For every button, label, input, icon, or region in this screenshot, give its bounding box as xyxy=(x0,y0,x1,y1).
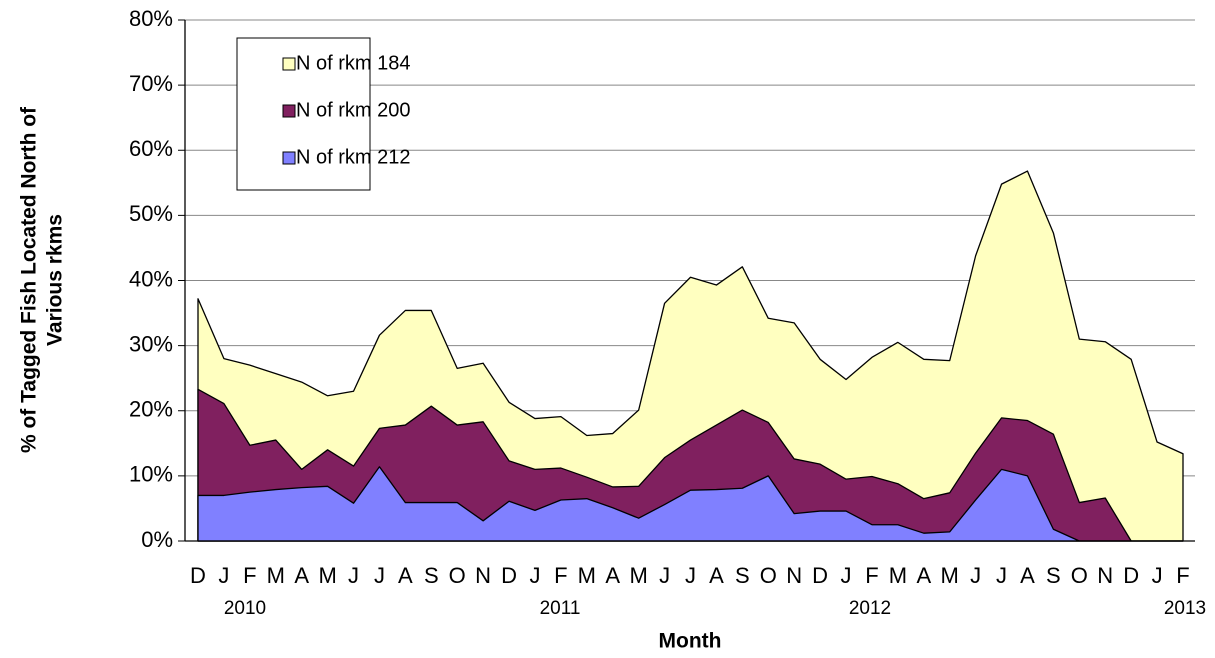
x-tick-label: M xyxy=(941,563,959,588)
legend-label: N of rkm 200 xyxy=(296,99,410,121)
x-tick-label: F xyxy=(1176,563,1189,588)
x-tick-label: S xyxy=(424,563,439,588)
x-tick-label: A xyxy=(398,563,413,588)
x-tick-label: M xyxy=(267,563,285,588)
x-tick-label: D xyxy=(190,563,206,588)
legend-swatch xyxy=(282,151,296,165)
x-tick-label: O xyxy=(1071,563,1088,588)
x-tick-label: M xyxy=(318,563,336,588)
x-tick-label: F xyxy=(865,563,878,588)
x-tick-label: A xyxy=(294,563,309,588)
x-tick-label: J xyxy=(348,563,359,588)
y-axis-title: % of Tagged Fish Located North of Variou… xyxy=(18,106,67,453)
x-tick-label: D xyxy=(812,563,828,588)
x-tick-label: A xyxy=(916,563,931,588)
y-tick-label: 10% xyxy=(129,462,173,487)
x-tick-label: N xyxy=(1097,563,1113,588)
x-tick-label: J xyxy=(374,563,385,588)
x-tick-label: J xyxy=(841,563,852,588)
legend-swatch xyxy=(282,104,296,118)
legend-swatch xyxy=(282,57,296,71)
y-tick-label: 40% xyxy=(129,266,173,291)
legend: N of rkm 184 N of rkm 200 N of rkm 212 xyxy=(236,37,410,191)
x-tick-label: J xyxy=(996,563,1007,588)
x-tick-label: J xyxy=(970,563,981,588)
x-tick-label: O xyxy=(760,563,777,588)
x-tick-label: S xyxy=(735,563,750,588)
x-tick-label: J xyxy=(218,563,229,588)
area xyxy=(197,466,1184,542)
x-tick-label: M xyxy=(629,563,647,588)
x-tick-label: J xyxy=(685,563,696,588)
y-tick-label: 20% xyxy=(129,397,173,422)
year-label: 2013 xyxy=(1164,598,1206,619)
x-tick-label: F xyxy=(554,563,567,588)
x-tick-label: A xyxy=(605,563,620,588)
x-tick-label: D xyxy=(1123,563,1139,588)
y-axis-title-line: Various rkms xyxy=(44,214,67,346)
y-tick-label: 30% xyxy=(129,331,173,356)
x-tick-label: O xyxy=(449,563,466,588)
year-label: 2010 xyxy=(224,598,266,619)
y-axis-title-line: % of Tagged Fish Located North of xyxy=(18,106,41,453)
legend-box xyxy=(236,37,371,191)
x-tick-label: J xyxy=(659,563,670,588)
legend-label: N of rkm 184 xyxy=(296,52,410,74)
y-tick-label: 80% xyxy=(129,6,173,31)
x-tick-label: M xyxy=(578,563,596,588)
x-tick-label: A xyxy=(1020,563,1035,588)
y-tick-label: 50% xyxy=(129,201,173,226)
x-tick-label: N xyxy=(786,563,802,588)
x-tick-label: N xyxy=(475,563,491,588)
x-tick-label: F xyxy=(243,563,256,588)
x-tick-label: A xyxy=(709,563,724,588)
year-label: 2011 xyxy=(540,598,581,619)
x-tick-label: D xyxy=(501,563,517,588)
year-label: 2012 xyxy=(849,598,891,619)
y-tick-label: 60% xyxy=(129,136,173,161)
y-tick-label: 0% xyxy=(141,527,173,552)
legend-label: N of rkm 212 xyxy=(296,146,410,168)
y-tick-label: 70% xyxy=(129,71,173,96)
x-tick-label: M xyxy=(889,563,907,588)
x-axis-title: Month xyxy=(659,630,722,653)
x-tick-label: J xyxy=(1152,563,1163,588)
x-tick-label: J xyxy=(529,563,540,588)
x-tick-label: S xyxy=(1046,563,1061,588)
